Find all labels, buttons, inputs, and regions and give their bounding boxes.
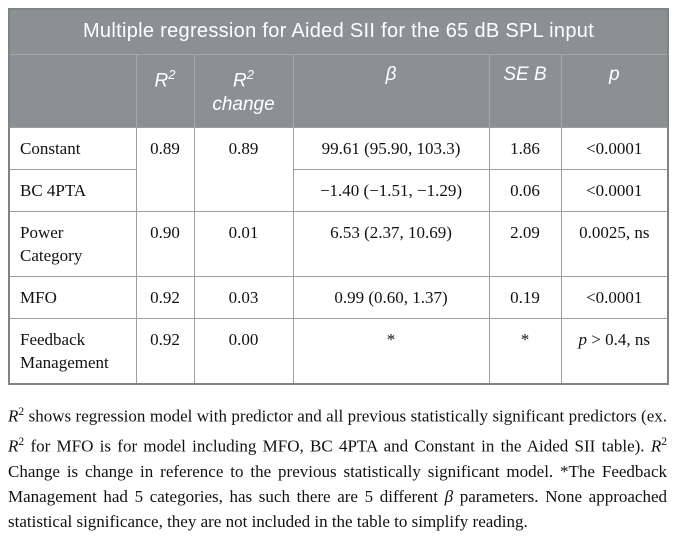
col-header-p: p — [560, 54, 669, 129]
r2-symbol: R — [8, 436, 19, 456]
col-header-r2: R2 — [135, 54, 194, 129]
cell-r2-change: 0.03 — [193, 276, 294, 320]
cell-r2-change: 0.01 — [193, 211, 294, 278]
table-row-power-category: Power Category 0.90 0.01 6.53 (2.37, 10.… — [8, 211, 669, 278]
col-header-r2-change: R2 change — [193, 54, 293, 129]
table-row-bc4pta: BC 4PTA −1.40 (−1.51, −1.29) 0.06 <0.000… — [8, 169, 669, 213]
cell-se-b: * — [488, 318, 562, 385]
cell-p: <0.0001 — [560, 169, 669, 213]
cell-se-b: 1.86 — [488, 127, 562, 171]
r2-superscript: 2 — [18, 434, 25, 448]
cell-se-b: 0.06 — [488, 169, 562, 213]
table-title: Multiple regression for Aided SII for th… — [9, 9, 669, 55]
column-header-row: R2 R2 change β SE B p — [9, 54, 669, 129]
r2-change-line1: R2 — [199, 63, 289, 93]
cell-r2: 0.92 — [135, 318, 195, 385]
cell-p: p > 0.4, ns — [560, 318, 669, 385]
beta-symbol: β — [444, 486, 454, 506]
cell-beta: 6.53 (2.37, 10.69) — [292, 211, 490, 278]
row-label: Feedback Management — [8, 318, 137, 385]
cell-p: <0.0001 — [560, 276, 669, 320]
r2-symbol: R — [8, 406, 19, 426]
row-label: BC 4PTA — [8, 169, 137, 213]
cell-beta: 99.61 (95.90, 103.3) — [292, 127, 490, 171]
footnote: R2 shows regression model with predictor… — [8, 399, 667, 533]
regression-table: Multiple regression for Aided SII for th… — [8, 8, 670, 386]
r2-symbol: R — [154, 70, 169, 92]
cell-r2-change: 0.00 — [193, 318, 294, 385]
footnote-text: shows regression model with predictor an… — [24, 406, 667, 426]
cell-r2: 0.89 — [135, 127, 195, 213]
cell-beta: * — [292, 318, 490, 385]
cell-se-b: 0.19 — [488, 276, 562, 320]
row-label: Power Category — [8, 211, 137, 278]
table-row-feedback-management: Feedback Management 0.92 0.00 * * p > 0.… — [8, 318, 669, 385]
r2-symbol: R — [233, 70, 247, 92]
r2-superscript: 2 — [661, 434, 667, 448]
cell-p: 0.0025, ns — [560, 211, 669, 278]
col-header-se-b: SE B — [488, 54, 561, 129]
row-label: MFO — [8, 276, 137, 320]
cell-beta: −1.40 (−1.51, −1.29) — [292, 169, 490, 213]
p-symbol: p — [578, 330, 588, 350]
title-row: Multiple regression for Aided SII for th… — [9, 9, 669, 55]
r2-superscript: 2 — [168, 67, 176, 82]
col-header-empty — [9, 54, 136, 129]
cell-beta: 0.99 (0.60, 1.37) — [292, 276, 490, 320]
cell-r2-change: 0.89 — [193, 127, 294, 213]
p-value-rest: > 0.4, ns — [587, 330, 650, 350]
cell-r2: 0.90 — [135, 211, 195, 278]
cell-se-b: 2.09 — [488, 211, 562, 278]
cell-r2: 0.92 — [135, 276, 195, 320]
footnote-text: for MFO is for model including MFO, BC 4… — [24, 436, 651, 456]
r2-symbol: R — [650, 436, 662, 456]
col-header-beta: β — [292, 54, 489, 129]
cell-p: <0.0001 — [560, 127, 669, 171]
r2-change-line2: change — [212, 94, 275, 116]
table-row-constant: Constant 0.89 0.89 99.61 (95.90, 103.3) … — [8, 127, 669, 213]
row-label: Constant — [8, 127, 137, 171]
r2-superscript: 2 — [246, 67, 254, 82]
footnote-text: Change is change in reference to the pre… — [8, 461, 667, 506]
r2-superscript: 2 — [18, 405, 25, 419]
table-row-mfo: MFO 0.92 0.03 0.99 (0.60, 1.37) 0.19 <0.… — [8, 276, 669, 320]
